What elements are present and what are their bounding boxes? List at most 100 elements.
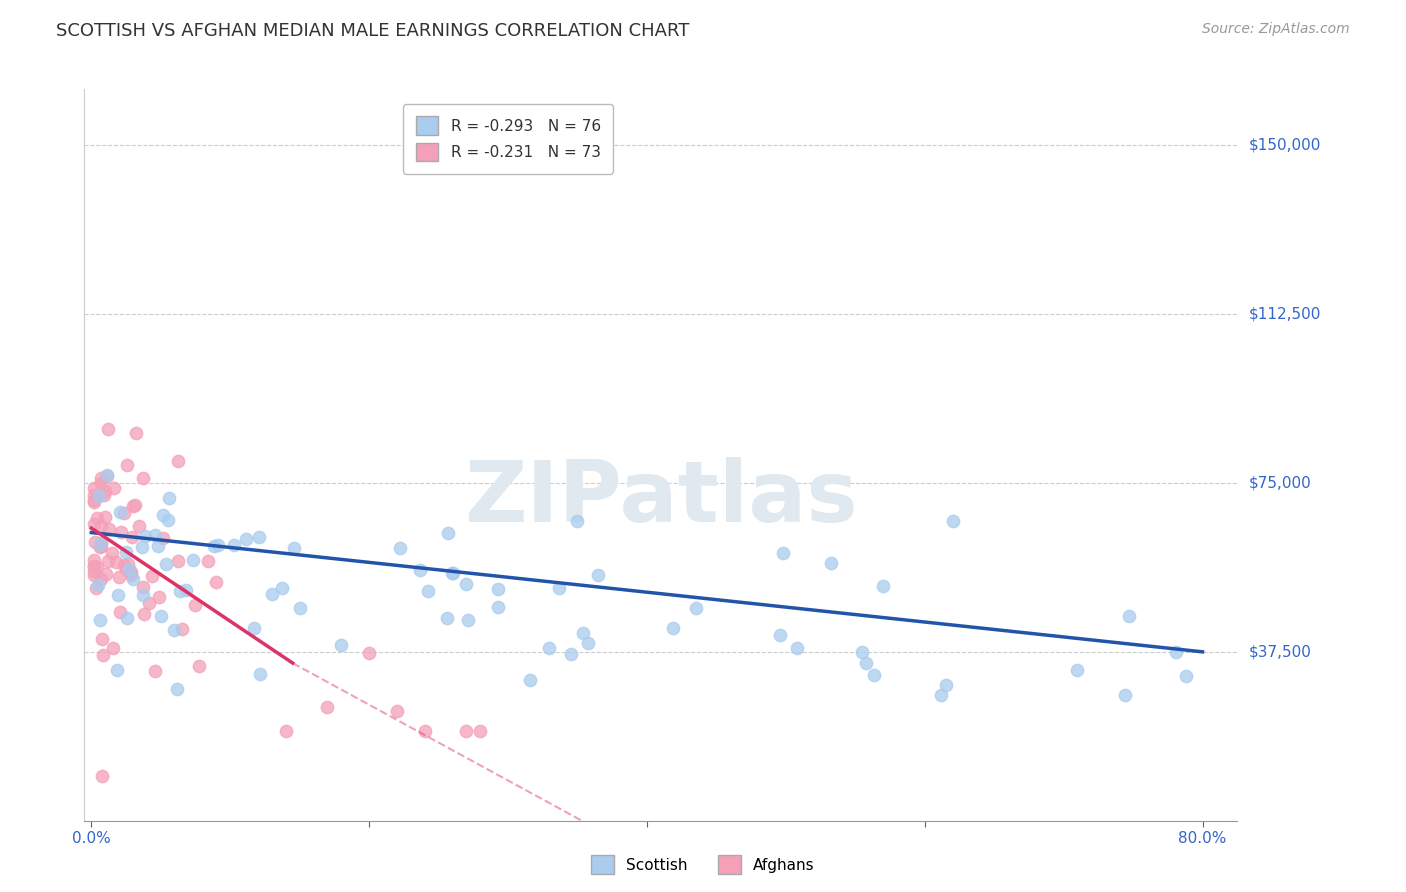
Point: [820, 556, 842, 570]
Point: [125, 425, 148, 440]
Point: [89, 540, 111, 554]
Point: [872, 578, 894, 592]
Point: [150, 609, 173, 624]
Point: [316, 700, 339, 714]
Point: [1164, 645, 1187, 659]
Point: [769, 628, 792, 642]
Point: [456, 723, 478, 738]
Point: [548, 581, 571, 595]
Point: [851, 645, 873, 659]
Point: [143, 664, 166, 678]
Point: [436, 611, 458, 625]
Point: [174, 582, 197, 597]
Point: [388, 541, 411, 555]
Point: [205, 574, 228, 589]
Point: [1118, 608, 1140, 623]
Point: [87, 489, 110, 503]
Point: [437, 526, 460, 541]
Point: [110, 505, 132, 519]
Point: [148, 590, 170, 604]
Text: $150,000: $150,000: [1249, 138, 1320, 153]
Point: [454, 576, 477, 591]
Point: [170, 622, 193, 636]
Point: [572, 625, 595, 640]
Legend: Scottish, Afghans: Scottish, Afghans: [585, 849, 821, 880]
Point: [134, 529, 156, 543]
Point: [91, 769, 114, 783]
Point: [83, 487, 105, 501]
Point: [863, 668, 886, 682]
Point: [197, 554, 219, 568]
Point: [786, 640, 808, 655]
Point: [90, 573, 112, 587]
Point: [163, 623, 186, 637]
Point: [486, 582, 509, 597]
Point: [486, 600, 509, 615]
Point: [519, 673, 541, 687]
Point: [138, 596, 160, 610]
Point: [90, 519, 112, 533]
Point: [855, 656, 877, 670]
Point: [83, 481, 105, 495]
Point: [83, 568, 105, 582]
Point: [83, 559, 105, 574]
Point: [685, 600, 707, 615]
Point: [107, 588, 129, 602]
Point: [359, 646, 381, 660]
Point: [90, 536, 112, 550]
Point: [86, 511, 108, 525]
Point: [94, 509, 117, 524]
Point: [1066, 663, 1088, 677]
Point: [86, 559, 108, 574]
Point: [440, 566, 463, 580]
Point: [181, 553, 204, 567]
Text: SCOTTISH VS AFGHAN MEDIAN MALE EARNINGS CORRELATION CHART: SCOTTISH VS AFGHAN MEDIAN MALE EARNINGS …: [56, 22, 689, 40]
Point: [207, 537, 229, 551]
Point: [84, 535, 107, 549]
Point: [1114, 688, 1136, 702]
Point: [108, 605, 131, 619]
Point: [83, 552, 105, 566]
Point: [117, 557, 139, 571]
Point: [121, 500, 143, 514]
Point: [586, 567, 609, 582]
Point: [114, 562, 136, 576]
Point: [235, 532, 257, 546]
Point: [224, 538, 246, 552]
Point: [83, 493, 105, 508]
Text: $112,500: $112,500: [1249, 307, 1320, 322]
Point: [202, 539, 225, 553]
Point: [122, 572, 145, 586]
Point: [155, 557, 177, 571]
Point: [157, 491, 180, 505]
Point: [101, 641, 124, 656]
Text: ZIPatlas: ZIPatlas: [464, 458, 858, 541]
Point: [132, 580, 155, 594]
Point: [152, 531, 174, 545]
Point: [96, 469, 118, 483]
Point: [90, 470, 112, 484]
Point: [931, 688, 953, 702]
Point: [416, 583, 439, 598]
Point: [329, 638, 352, 652]
Point: [283, 541, 305, 555]
Point: [537, 641, 560, 656]
Point: [132, 607, 155, 621]
Point: [132, 588, 155, 602]
Point: [94, 566, 117, 581]
Point: [97, 421, 120, 435]
Point: [105, 555, 128, 569]
Point: [90, 539, 112, 553]
Point: [121, 530, 143, 544]
Point: [576, 636, 599, 650]
Point: [83, 564, 105, 578]
Point: [93, 484, 115, 499]
Point: [271, 581, 294, 595]
Point: [662, 621, 685, 635]
Legend: R = -0.293   N = 76, R = -0.231   N = 73: R = -0.293 N = 76, R = -0.231 N = 73: [404, 104, 613, 174]
Point: [93, 488, 115, 502]
Point: [772, 546, 794, 560]
Point: [83, 559, 105, 574]
Point: [105, 663, 128, 677]
Text: $37,500: $37,500: [1249, 644, 1312, 659]
